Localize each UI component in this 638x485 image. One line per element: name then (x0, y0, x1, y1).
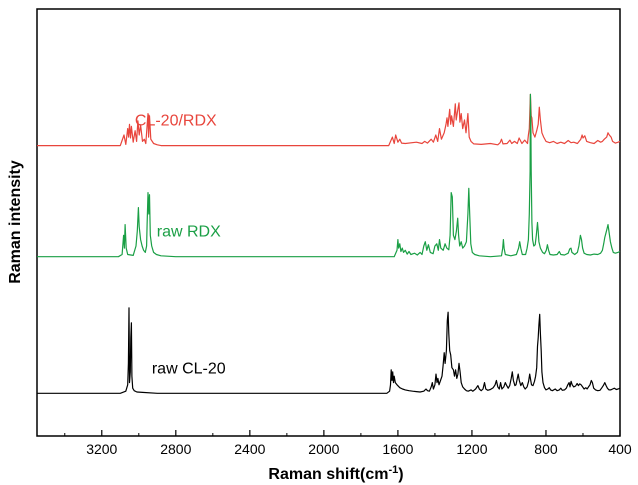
series-lines (37, 93, 621, 394)
x-tick-label: 1600 (382, 441, 413, 457)
x-tick-label: 2800 (160, 441, 191, 457)
series-line-raw-cl-20 (37, 307, 621, 394)
x-tick-label: 1200 (456, 441, 487, 457)
x-axis-ticks: 3200 2800 2400 2000 1600 1200 800 400 (64, 430, 632, 457)
x-tick-label: 3200 (86, 441, 117, 457)
plot-frame (36, 8, 621, 437)
series-label: raw CL-20 (152, 360, 226, 377)
series-line-cl-20-rdx (37, 93, 621, 147)
series-line-raw-rdx (37, 93, 621, 258)
x-tick-label: 400 (608, 441, 632, 457)
x-tick-label: 2000 (308, 441, 339, 457)
x-axis-title: Raman shift(cm-1) (268, 464, 403, 483)
y-axis-title: Raman intensity (7, 160, 24, 284)
x-tick-label: 800 (534, 441, 558, 457)
series-labels: CL-20/RDX raw RDX raw CL-20 (135, 113, 226, 378)
series-label: raw RDX (157, 224, 221, 241)
x-tick-label: 2400 (234, 441, 265, 457)
series-label: CL-20/RDX (135, 113, 217, 130)
x-axis-title-tail: ) (398, 466, 403, 483)
x-axis-title-superscript: -1 (388, 464, 398, 476)
x-axis-title-main: Raman shift(cm (268, 466, 388, 483)
